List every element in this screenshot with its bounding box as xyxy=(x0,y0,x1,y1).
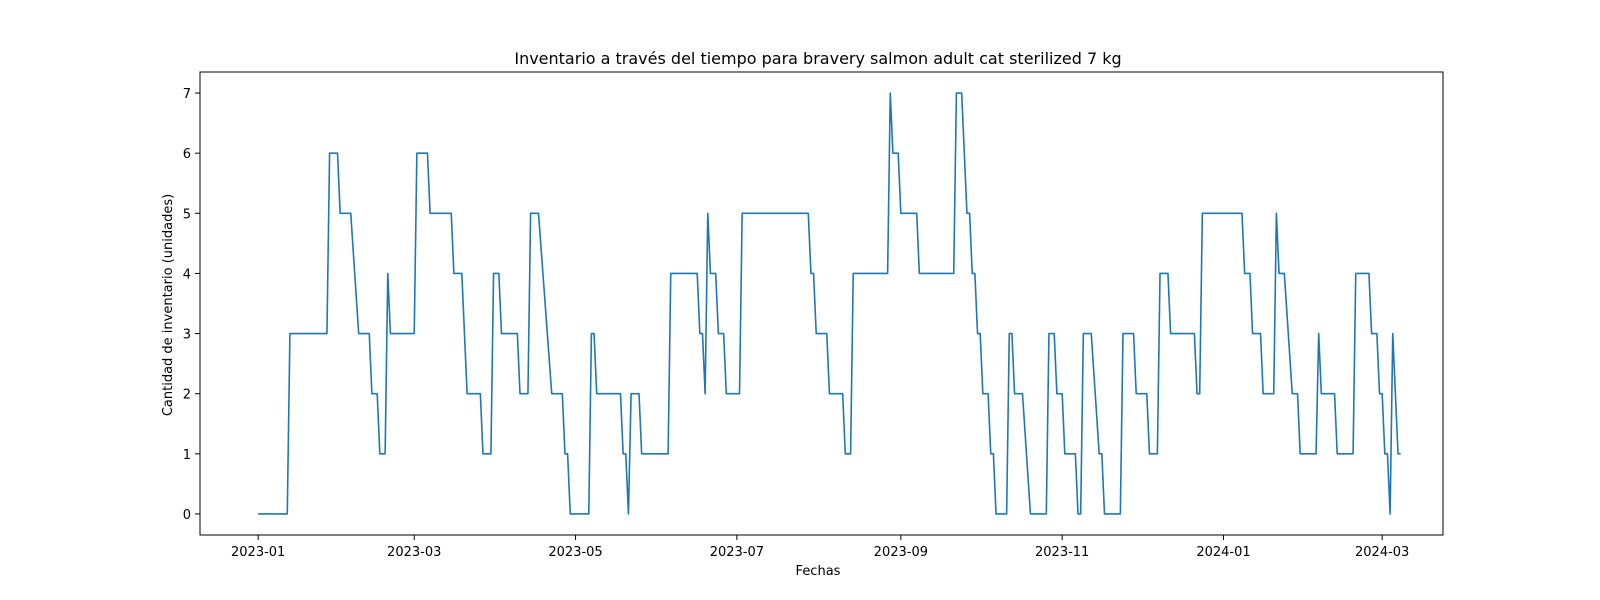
y-tick-label-6: 6 xyxy=(183,147,191,162)
y-tick-label-0: 0 xyxy=(183,508,191,523)
y-axis-title: Cantidad de inventario (unidades) xyxy=(161,194,176,416)
x-tick-label-5: 2023-11 xyxy=(1035,545,1089,560)
y-tick-label-1: 1 xyxy=(183,448,191,463)
x-axis-title: Fechas xyxy=(796,564,841,579)
axes-frame xyxy=(199,71,1444,536)
chart-title: Inventario a través del tiempo para brav… xyxy=(514,49,1121,68)
x-tick-label-4: 2023-09 xyxy=(874,545,928,560)
y-tick-label-2: 2 xyxy=(183,388,191,403)
x-tick-label-7: 2024-03 xyxy=(1355,545,1409,560)
x-tick-label-6: 2024-01 xyxy=(1196,545,1250,560)
y-tick-label-5: 5 xyxy=(183,207,191,222)
x-tick-label-1: 2023-03 xyxy=(387,545,441,560)
x-tick-label-2: 2023-05 xyxy=(548,545,602,560)
series-line-0 xyxy=(258,92,1401,515)
y-tick-label-4: 4 xyxy=(183,267,191,282)
y-tick-label-3: 3 xyxy=(183,328,191,343)
x-tick-label-0: 2023-01 xyxy=(231,545,285,560)
x-tick-label-3: 2023-07 xyxy=(710,545,764,560)
y-tick-label-7: 7 xyxy=(183,87,191,102)
plot-area: 2023-01 2023-03 2023-05 2023-07 2023-09 2023-… xyxy=(183,71,1444,560)
